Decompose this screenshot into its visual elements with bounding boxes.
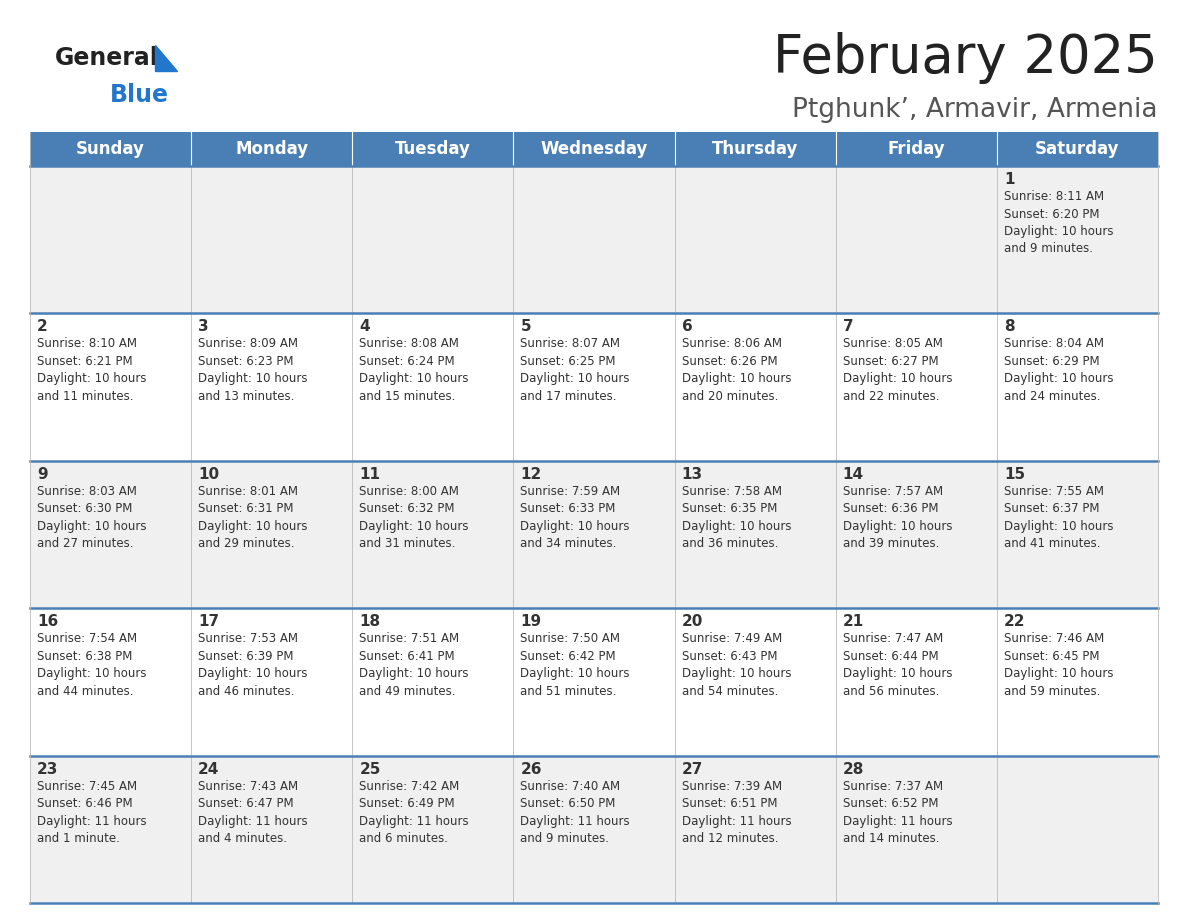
Text: 23: 23 [37, 762, 58, 777]
Text: Sunrise: 7:37 AM
Sunset: 6:52 PM
Daylight: 11 hours
and 14 minutes.: Sunrise: 7:37 AM Sunset: 6:52 PM Dayligh… [842, 779, 953, 845]
Text: Monday: Monday [235, 140, 308, 158]
Text: Sunrise: 8:03 AM
Sunset: 6:30 PM
Daylight: 10 hours
and 27 minutes.: Sunrise: 8:03 AM Sunset: 6:30 PM Dayligh… [37, 485, 146, 550]
Text: Sunrise: 8:01 AM
Sunset: 6:31 PM
Daylight: 10 hours
and 29 minutes.: Sunrise: 8:01 AM Sunset: 6:31 PM Dayligh… [198, 485, 308, 550]
Text: Sunrise: 7:47 AM
Sunset: 6:44 PM
Daylight: 10 hours
and 56 minutes.: Sunrise: 7:47 AM Sunset: 6:44 PM Dayligh… [842, 633, 953, 698]
Text: 22: 22 [1004, 614, 1025, 629]
Text: Sunrise: 7:45 AM
Sunset: 6:46 PM
Daylight: 11 hours
and 1 minute.: Sunrise: 7:45 AM Sunset: 6:46 PM Dayligh… [37, 779, 146, 845]
Text: General: General [55, 46, 159, 70]
Text: Sunrise: 7:51 AM
Sunset: 6:41 PM
Daylight: 10 hours
and 49 minutes.: Sunrise: 7:51 AM Sunset: 6:41 PM Dayligh… [359, 633, 469, 698]
Text: 4: 4 [359, 319, 369, 334]
Text: Thursday: Thursday [712, 140, 798, 158]
Text: Wednesday: Wednesday [541, 140, 647, 158]
Text: Sunrise: 8:10 AM
Sunset: 6:21 PM
Daylight: 10 hours
and 11 minutes.: Sunrise: 8:10 AM Sunset: 6:21 PM Dayligh… [37, 338, 146, 403]
Text: Sunrise: 7:46 AM
Sunset: 6:45 PM
Daylight: 10 hours
and 59 minutes.: Sunrise: 7:46 AM Sunset: 6:45 PM Dayligh… [1004, 633, 1113, 698]
Text: 10: 10 [198, 466, 220, 482]
Text: Sunrise: 8:07 AM
Sunset: 6:25 PM
Daylight: 10 hours
and 17 minutes.: Sunrise: 8:07 AM Sunset: 6:25 PM Dayligh… [520, 338, 630, 403]
Text: Tuesday: Tuesday [394, 140, 470, 158]
Bar [30, 461, 1158, 609]
Text: Sunrise: 7:42 AM
Sunset: 6:49 PM
Daylight: 11 hours
and 6 minutes.: Sunrise: 7:42 AM Sunset: 6:49 PM Dayligh… [359, 779, 469, 845]
Text: 28: 28 [842, 762, 864, 777]
Bar [353, 132, 513, 166]
Text: Sunrise: 7:43 AM
Sunset: 6:47 PM
Daylight: 11 hours
and 4 minutes.: Sunrise: 7:43 AM Sunset: 6:47 PM Dayligh… [198, 779, 308, 845]
Text: Sunday: Sunday [76, 140, 145, 158]
Text: 5: 5 [520, 319, 531, 334]
Text: Sunrise: 8:09 AM
Sunset: 6:23 PM
Daylight: 10 hours
and 13 minutes.: Sunrise: 8:09 AM Sunset: 6:23 PM Dayligh… [198, 338, 308, 403]
Text: Sunrise: 8:11 AM
Sunset: 6:20 PM
Daylight: 10 hours
and 9 minutes.: Sunrise: 8:11 AM Sunset: 6:20 PM Dayligh… [1004, 190, 1113, 255]
Text: 25: 25 [359, 762, 380, 777]
Text: 27: 27 [682, 762, 703, 777]
Bar [30, 132, 191, 166]
Text: 12: 12 [520, 466, 542, 482]
Bar [835, 132, 997, 166]
Text: Sunrise: 8:05 AM
Sunset: 6:27 PM
Daylight: 10 hours
and 22 minutes.: Sunrise: 8:05 AM Sunset: 6:27 PM Dayligh… [842, 338, 953, 403]
Text: 21: 21 [842, 614, 864, 629]
Text: Ptghunk’, Armavir, Armenia: Ptghunk’, Armavir, Armenia [792, 97, 1158, 123]
Bar [30, 313, 1158, 461]
Text: 9: 9 [37, 466, 48, 482]
Text: 7: 7 [842, 319, 853, 334]
Bar [30, 609, 1158, 756]
Text: 8: 8 [1004, 319, 1015, 334]
Text: 2: 2 [37, 319, 48, 334]
Text: Sunrise: 7:50 AM
Sunset: 6:42 PM
Daylight: 10 hours
and 51 minutes.: Sunrise: 7:50 AM Sunset: 6:42 PM Dayligh… [520, 633, 630, 698]
Text: Friday: Friday [887, 140, 946, 158]
Text: 3: 3 [198, 319, 209, 334]
Text: Saturday: Saturday [1035, 140, 1119, 158]
Bar [191, 132, 353, 166]
Polygon shape [154, 45, 177, 71]
Text: Sunrise: 8:06 AM
Sunset: 6:26 PM
Daylight: 10 hours
and 20 minutes.: Sunrise: 8:06 AM Sunset: 6:26 PM Dayligh… [682, 338, 791, 403]
Text: February 2025: February 2025 [773, 32, 1158, 84]
Text: 16: 16 [37, 614, 58, 629]
Bar [30, 756, 1158, 903]
Text: Sunrise: 7:40 AM
Sunset: 6:50 PM
Daylight: 11 hours
and 9 minutes.: Sunrise: 7:40 AM Sunset: 6:50 PM Dayligh… [520, 779, 630, 845]
Text: Blue: Blue [110, 83, 169, 107]
Text: 6: 6 [682, 319, 693, 334]
Text: 17: 17 [198, 614, 220, 629]
Bar [30, 166, 1158, 313]
Bar [675, 132, 835, 166]
Text: Sunrise: 7:59 AM
Sunset: 6:33 PM
Daylight: 10 hours
and 34 minutes.: Sunrise: 7:59 AM Sunset: 6:33 PM Dayligh… [520, 485, 630, 550]
Text: Sunrise: 7:58 AM
Sunset: 6:35 PM
Daylight: 10 hours
and 36 minutes.: Sunrise: 7:58 AM Sunset: 6:35 PM Dayligh… [682, 485, 791, 550]
Text: Sunrise: 7:55 AM
Sunset: 6:37 PM
Daylight: 10 hours
and 41 minutes.: Sunrise: 7:55 AM Sunset: 6:37 PM Dayligh… [1004, 485, 1113, 550]
Text: 20: 20 [682, 614, 703, 629]
Text: 14: 14 [842, 466, 864, 482]
Text: Sunrise: 8:08 AM
Sunset: 6:24 PM
Daylight: 10 hours
and 15 minutes.: Sunrise: 8:08 AM Sunset: 6:24 PM Dayligh… [359, 338, 469, 403]
Bar [513, 132, 675, 166]
Text: 13: 13 [682, 466, 702, 482]
Text: 26: 26 [520, 762, 542, 777]
Text: 19: 19 [520, 614, 542, 629]
Text: Sunrise: 7:53 AM
Sunset: 6:39 PM
Daylight: 10 hours
and 46 minutes.: Sunrise: 7:53 AM Sunset: 6:39 PM Dayligh… [198, 633, 308, 698]
Text: 15: 15 [1004, 466, 1025, 482]
Text: Sunrise: 7:54 AM
Sunset: 6:38 PM
Daylight: 10 hours
and 44 minutes.: Sunrise: 7:54 AM Sunset: 6:38 PM Dayligh… [37, 633, 146, 698]
Text: Sunrise: 7:49 AM
Sunset: 6:43 PM
Daylight: 10 hours
and 54 minutes.: Sunrise: 7:49 AM Sunset: 6:43 PM Dayligh… [682, 633, 791, 698]
Bar [997, 132, 1158, 166]
Text: Sunrise: 8:00 AM
Sunset: 6:32 PM
Daylight: 10 hours
and 31 minutes.: Sunrise: 8:00 AM Sunset: 6:32 PM Dayligh… [359, 485, 469, 550]
Text: Sunrise: 7:39 AM
Sunset: 6:51 PM
Daylight: 11 hours
and 12 minutes.: Sunrise: 7:39 AM Sunset: 6:51 PM Dayligh… [682, 779, 791, 845]
Text: Sunrise: 8:04 AM
Sunset: 6:29 PM
Daylight: 10 hours
and 24 minutes.: Sunrise: 8:04 AM Sunset: 6:29 PM Dayligh… [1004, 338, 1113, 403]
Text: 11: 11 [359, 466, 380, 482]
Text: 18: 18 [359, 614, 380, 629]
Text: 1: 1 [1004, 172, 1015, 187]
Text: Sunrise: 7:57 AM
Sunset: 6:36 PM
Daylight: 10 hours
and 39 minutes.: Sunrise: 7:57 AM Sunset: 6:36 PM Dayligh… [842, 485, 953, 550]
Text: 24: 24 [198, 762, 220, 777]
